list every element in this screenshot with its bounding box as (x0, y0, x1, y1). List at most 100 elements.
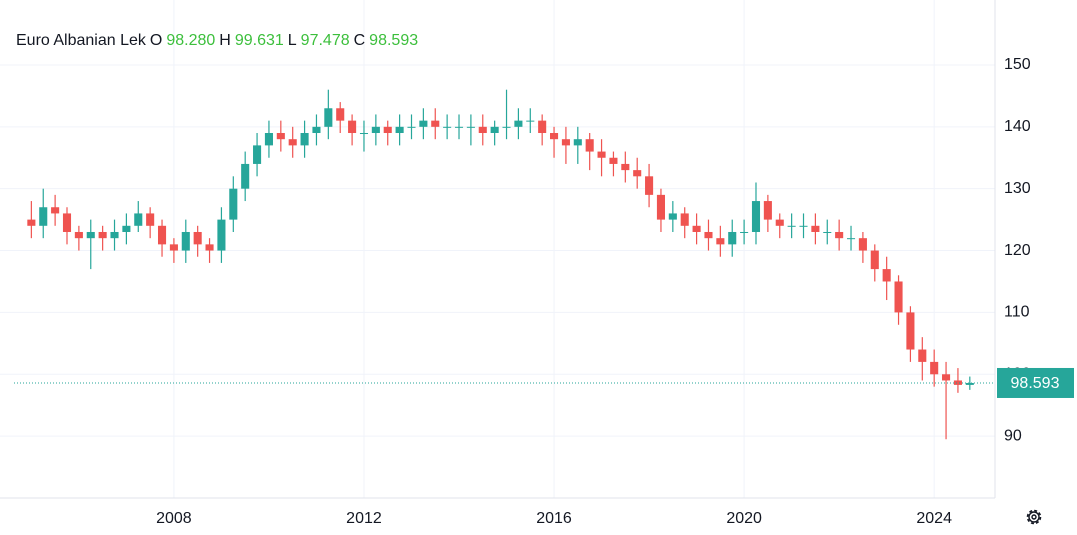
legend: Euro Albanian Lek O 98.280 H 99.631 L 97.478 C 9… (16, 32, 418, 49)
candle-body (454, 126, 464, 128)
gear-ring (1028, 511, 1040, 523)
y-tick-label: 130 (1004, 180, 1031, 197)
y-tick-label: 90 (1004, 427, 1022, 444)
settings-icon[interactable] (1026, 509, 1042, 525)
legend-item: O (150, 32, 162, 49)
candle-body (621, 163, 630, 171)
candle-body (585, 139, 594, 152)
legend-item: 98.280 (166, 32, 215, 49)
legend-item: 99.631 (235, 32, 284, 49)
candle-body (264, 133, 273, 146)
legend-text: Euro Albanian Lek O 98.280 H 99.631 L 97.478 C 9… (16, 32, 418, 49)
gear-hub (1031, 514, 1037, 520)
candle-body (86, 231, 95, 239)
candle-body (918, 349, 927, 362)
candle-body (633, 170, 642, 177)
candle-body (110, 231, 119, 239)
candle-body (324, 108, 333, 127)
legend-item: C (354, 32, 366, 49)
candle-body (787, 225, 796, 227)
candle-body (870, 250, 879, 270)
axes: 9010011012013014015020082012201620202024… (156, 56, 1074, 527)
legend-item: 98.593 (369, 32, 418, 49)
candle-body (407, 126, 416, 128)
gear-teeth (1026, 509, 1042, 525)
candle-body (846, 238, 856, 240)
legend-item: Euro Albanian Lek (16, 32, 147, 49)
candle-body (146, 213, 155, 226)
candle-body (348, 120, 357, 134)
legend-item: L (288, 32, 297, 49)
candle-body (253, 145, 262, 164)
candle-body (39, 207, 48, 226)
candle-body (858, 238, 867, 251)
candle-body (169, 244, 178, 251)
candle-body (692, 225, 701, 232)
candle-body (704, 231, 713, 239)
candle-body (597, 151, 606, 158)
candle-body (942, 374, 951, 381)
candle-body (205, 244, 214, 251)
y-tick-label: 110 (1004, 304, 1030, 321)
candle-body (62, 213, 72, 232)
candle-body (609, 157, 618, 164)
candle-body (276, 133, 285, 140)
candle-body (359, 133, 369, 135)
candle-body (312, 126, 321, 134)
candle-body (395, 126, 404, 134)
candle-body (645, 176, 654, 195)
y-tick-label: 120 (1004, 242, 1031, 259)
candle-body (181, 231, 190, 251)
candle-body (241, 163, 250, 189)
candle-body (134, 213, 143, 226)
candle-body (383, 126, 392, 134)
candle-body (811, 225, 820, 232)
legend-item: 97.478 (301, 32, 350, 49)
candle-body (98, 231, 107, 239)
candle-body (478, 126, 487, 134)
candle-body (490, 126, 499, 134)
x-tick-label: 2012 (346, 510, 382, 527)
candle-body (680, 213, 689, 226)
candle-body (74, 231, 83, 239)
candle-body (300, 133, 309, 146)
candle-body (882, 269, 891, 282)
x-tick-label: 2016 (536, 510, 572, 527)
candle-body (573, 139, 582, 146)
candle-body (930, 361, 939, 375)
candle-body (953, 380, 962, 385)
candle-body (561, 139, 570, 146)
y-tick-label: 140 (1004, 118, 1031, 135)
candle-body (443, 126, 452, 128)
candle-body (823, 231, 832, 233)
candle-body (466, 126, 475, 128)
legend-item: H (219, 32, 231, 49)
last-price-tag (997, 367, 1074, 398)
x-tick-label: 2024 (916, 510, 952, 527)
x-tick-label: 2008 (156, 510, 192, 527)
candle-body (668, 213, 677, 220)
candle-body (51, 207, 60, 214)
candle-body (371, 126, 380, 134)
candle-body (27, 219, 36, 226)
candle-body (217, 219, 226, 251)
candle-body (122, 225, 131, 232)
candle-body (229, 188, 238, 220)
candle-body (740, 231, 749, 233)
candle-body (288, 139, 297, 146)
candle-body (775, 219, 784, 226)
candle-body (538, 120, 547, 134)
candle-body (799, 225, 808, 227)
candle-body (336, 108, 345, 121)
candle-body (502, 126, 511, 128)
candle-body (965, 382, 974, 385)
candle-body (656, 194, 665, 220)
candle-body (419, 120, 428, 127)
candle-body (751, 201, 761, 232)
candle-body (193, 231, 202, 245)
candle-body (728, 231, 737, 245)
candle-body (894, 281, 903, 313)
